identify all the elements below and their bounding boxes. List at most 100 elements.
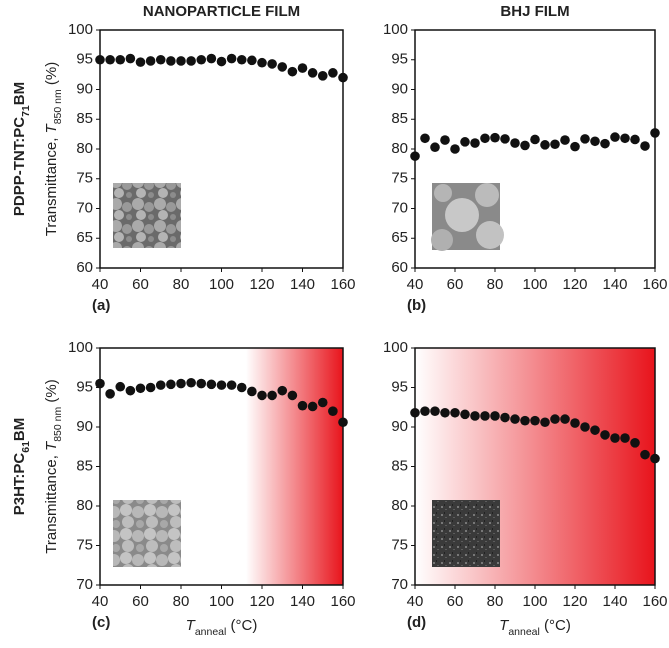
x-tick-label: 140 xyxy=(290,276,315,293)
y-tick-label: 85 xyxy=(391,110,408,127)
x-tick-label: 60 xyxy=(447,593,464,610)
data-point xyxy=(115,381,126,392)
data-point xyxy=(650,453,660,464)
inset-image xyxy=(431,183,504,251)
data-point xyxy=(135,57,146,67)
x-tick-label: 140 xyxy=(290,593,315,610)
panel-label: (b) xyxy=(407,297,426,314)
x-tick-label: 100 xyxy=(522,593,547,610)
y-tick-label: 90 xyxy=(391,418,408,435)
data-point xyxy=(540,140,550,150)
row-label: P3HT:PC61BM xyxy=(11,418,32,516)
y-tick-label: 70 xyxy=(76,576,93,593)
y-tick-label: 100 xyxy=(383,339,408,356)
data-point xyxy=(560,135,570,145)
row-label-part: BM xyxy=(11,418,28,441)
column-title: NANOPARTICLE FILM xyxy=(143,3,300,20)
y-axis-label-part: T xyxy=(43,440,60,451)
data-point xyxy=(470,138,480,148)
x-tick-label: 140 xyxy=(602,276,627,293)
data-point xyxy=(338,72,348,83)
data-point xyxy=(236,382,247,393)
x-tick-label: 40 xyxy=(92,593,109,610)
data-point xyxy=(155,54,166,65)
data-point xyxy=(287,66,298,77)
data-point xyxy=(580,134,590,144)
data-point xyxy=(440,407,450,418)
data-point xyxy=(307,401,318,412)
y-tick-label: 100 xyxy=(383,21,408,38)
data-point xyxy=(155,380,166,390)
y-tick-label: 65 xyxy=(76,229,93,246)
y-axis-label: Transmittance, T850 nm (%) xyxy=(43,379,64,554)
data-point xyxy=(460,137,470,147)
x-axis-label-part: anneal xyxy=(195,626,227,638)
x-tick-label: 80 xyxy=(487,276,504,293)
data-point xyxy=(267,59,277,69)
data-point xyxy=(216,380,227,390)
x-tick-label: 40 xyxy=(92,276,109,293)
data-point xyxy=(560,414,570,424)
data-point xyxy=(297,400,308,411)
data-point xyxy=(166,56,176,66)
data-point xyxy=(226,53,237,64)
x-tick-label: 80 xyxy=(173,276,190,293)
x-tick-label: 80 xyxy=(487,593,504,610)
data-point xyxy=(610,132,620,142)
y-tick-label: 60 xyxy=(391,259,408,276)
data-point xyxy=(510,138,520,148)
x-tick-label: 160 xyxy=(330,276,355,293)
data-point xyxy=(490,132,500,143)
data-point xyxy=(277,62,288,72)
data-point xyxy=(287,390,298,401)
x-tick-label: 140 xyxy=(602,593,627,610)
x-tick-label: 100 xyxy=(209,276,234,293)
x-tick-label: 40 xyxy=(407,593,424,610)
panel-label: (c) xyxy=(92,614,110,631)
data-point xyxy=(226,380,237,390)
y-tick-label: 75 xyxy=(76,170,93,187)
data-point xyxy=(196,54,207,65)
data-point xyxy=(470,411,480,421)
row-label-part: BM xyxy=(11,82,28,105)
data-point xyxy=(247,55,257,66)
data-point xyxy=(620,433,630,443)
data-point xyxy=(570,418,580,428)
x-tick-label: 160 xyxy=(642,593,667,610)
x-axis-label: Tanneal (°C) xyxy=(499,617,571,638)
row-label-part: P3HT:PC xyxy=(11,453,28,516)
y-tick-label: 90 xyxy=(391,80,408,97)
data-point xyxy=(450,407,460,418)
data-point xyxy=(590,136,600,147)
data-point xyxy=(640,141,650,151)
data-point xyxy=(620,133,630,144)
data-point xyxy=(530,415,540,426)
x-axis-label-part: T xyxy=(186,617,197,634)
data-point xyxy=(317,397,328,408)
data-point xyxy=(500,412,510,423)
data-point xyxy=(590,425,600,435)
data-point xyxy=(297,63,308,73)
row-label-part: 61 xyxy=(20,441,32,453)
data-point xyxy=(550,414,560,424)
x-tick-label: 100 xyxy=(522,276,547,293)
data-point xyxy=(430,142,440,153)
data-point xyxy=(95,378,105,389)
x-axis-label-part: T xyxy=(499,617,510,634)
data-point xyxy=(125,385,136,396)
y-axis-label-part: 850 nm xyxy=(52,89,64,124)
x-tick-label: 80 xyxy=(173,593,190,610)
data-point xyxy=(480,133,490,144)
y-tick-label: 95 xyxy=(391,378,408,395)
data-point xyxy=(420,406,430,417)
y-tick-label: 100 xyxy=(68,21,93,38)
x-tick-label: 120 xyxy=(249,276,274,293)
data-point xyxy=(338,417,348,428)
y-axis-label: Transmittance, T850 nm (%) xyxy=(43,62,64,237)
row-label: PDPP-TNT:PC71BM xyxy=(11,82,32,216)
data-point xyxy=(267,390,277,401)
y-tick-label: 80 xyxy=(76,497,93,514)
data-point xyxy=(105,54,115,65)
